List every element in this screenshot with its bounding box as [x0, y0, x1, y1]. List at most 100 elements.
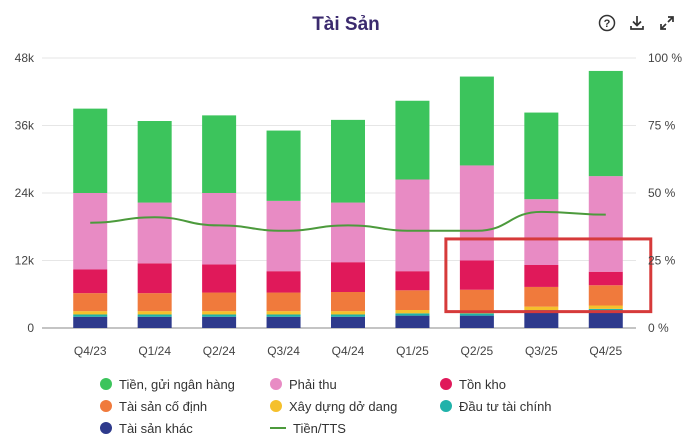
line-series-tien-tts [90, 210, 606, 232]
legend-item[interactable]: Đầu tư tài chính [440, 398, 610, 414]
legend-item[interactable]: Tồn kho [440, 376, 610, 392]
bar-segment [266, 130, 301, 201]
bar-segment [266, 314, 301, 317]
bar-segment [588, 305, 623, 309]
download-icon[interactable] [626, 12, 648, 34]
bar-segment [202, 193, 237, 265]
bar-segment [73, 108, 108, 193]
y-tick-label: 0 [27, 321, 34, 335]
y-tick-label: 12k [15, 254, 35, 268]
legend-item[interactable]: Phải thu [270, 376, 440, 392]
bar-segment [73, 311, 108, 315]
legend-label: Xây dựng dở dang [289, 398, 398, 414]
x-tick-label: Q1/25 [396, 344, 429, 358]
x-tick-label: Q1/24 [138, 344, 171, 358]
legend-item[interactable]: Xây dựng dở dang [270, 398, 440, 414]
bar-segment [202, 311, 237, 315]
bar-segment [137, 311, 172, 315]
bar-segment [137, 121, 172, 203]
bar-segment [331, 311, 365, 315]
bar-segment [73, 316, 108, 328]
legend-line-swatch [270, 427, 286, 429]
legend-dot-swatch [270, 378, 282, 390]
bar-segment [202, 316, 237, 328]
legend-item[interactable]: Tài sản khác [100, 420, 270, 436]
legend-label: Tiền/TTS [293, 420, 346, 436]
y-tick-label: 24k [15, 186, 35, 200]
bar-segment [395, 271, 430, 291]
bar-segment [588, 285, 623, 306]
x-tick-label: Q4/25 [589, 344, 622, 358]
help-icon[interactable]: ? [596, 12, 618, 34]
bar-segment [395, 310, 430, 314]
x-tick-label: Q4/23 [74, 344, 107, 358]
bar-segment [137, 263, 172, 294]
y2-tick-label: 25 % [648, 254, 676, 268]
x-tick-label: Q2/25 [461, 344, 494, 358]
bar-segment [73, 269, 108, 294]
bar-segment [331, 292, 365, 312]
legend-label: Đầu tư tài chính [459, 398, 552, 414]
bar-segment [266, 292, 301, 312]
bar-segment [395, 315, 430, 328]
legend-dot-swatch [100, 400, 112, 412]
legend-dot-swatch [100, 378, 112, 390]
legend-dot-swatch [440, 400, 452, 412]
bar-segment [202, 115, 237, 193]
bar-segment [459, 165, 494, 261]
legend-item[interactable]: Tài sản cố định [100, 398, 270, 414]
bar-segment [524, 265, 559, 287]
x-tick-label: Q4/24 [332, 344, 365, 358]
expand-icon[interactable] [656, 12, 678, 34]
y2-tick-label: 100 % [648, 51, 682, 65]
chart-title: Tài Sản [312, 14, 380, 35]
legend-dot-swatch [100, 422, 112, 434]
bar-segment [524, 312, 559, 328]
bar-segment [137, 293, 172, 312]
bar-segment [588, 176, 623, 272]
bar-segment [331, 202, 365, 263]
bar-segment [331, 314, 365, 317]
stacked-bar-chart: 0 12k 24k 36k 48k 0 % 25 % 50 % 75 % 100 % Q4/23 Q1… [15, 51, 683, 358]
bar-segment [202, 292, 237, 312]
bar-segment [459, 260, 494, 290]
y2-tick-label: 50 % [648, 186, 676, 200]
legend-label: Tài sản khác [119, 420, 193, 436]
bar-segment [266, 271, 301, 293]
highlight-box [444, 237, 653, 314]
y-tick-label: 36k [15, 119, 35, 133]
legend-item[interactable]: Tiền, gửi ngân hàng [100, 376, 270, 392]
bar-segment [524, 199, 559, 265]
bar-segment [266, 311, 301, 315]
bar-segment [137, 314, 172, 317]
bar-segment [395, 100, 430, 180]
bar-segment [588, 308, 623, 312]
bar-segment [524, 286, 559, 307]
bar-segment [137, 202, 172, 264]
chart-legend: Tiền, gửi ngân hàng Phải thu Tồn kho Tài sả… [100, 376, 620, 436]
bar-segment [395, 179, 430, 272]
y-tick-label: 48k [15, 51, 35, 65]
x-tick-label: Q3/25 [525, 344, 558, 358]
bar-segment [395, 290, 430, 310]
x-tick-label: Q2/24 [203, 344, 236, 358]
bar-segment [459, 289, 494, 310]
bar-segment [137, 316, 172, 328]
bar-segment [331, 262, 365, 292]
bar-segment [524, 112, 559, 200]
bar-segment [524, 306, 559, 310]
legend-dot-swatch [440, 378, 452, 390]
bar-segment [266, 200, 301, 272]
bar-segment [73, 314, 108, 317]
y2-tick-label: 75 % [648, 119, 676, 133]
bar-segment [202, 314, 237, 317]
legend-item[interactable]: Tiền/TTS [270, 420, 440, 436]
bar-segment [331, 316, 365, 328]
legend-label: Tài sản cố định [119, 398, 208, 414]
legend-label: Tiền, gửi ngân hàng [119, 376, 235, 392]
bar-segment [588, 271, 623, 286]
bar-segment [588, 70, 623, 177]
legend-label: Phải thu [289, 376, 337, 392]
bar-segment [331, 119, 365, 203]
bar-segment [459, 315, 494, 328]
